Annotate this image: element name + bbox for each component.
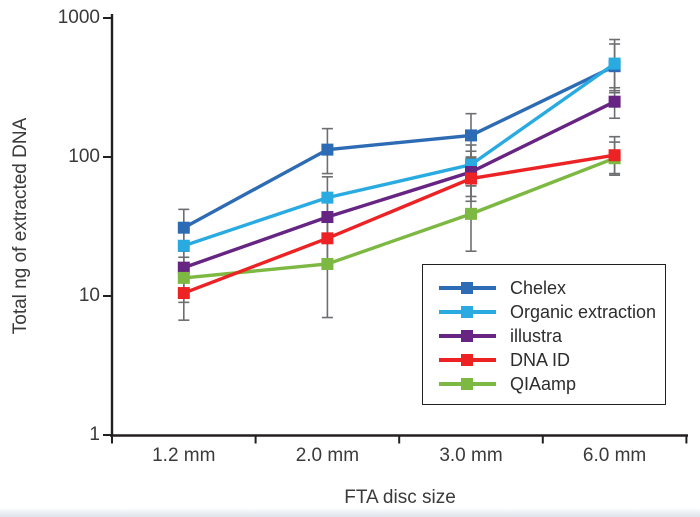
data-point-organic-extraction <box>608 57 621 70</box>
legend-label: QIAamp <box>510 373 577 394</box>
x-tick-label: 6.0 mm <box>582 445 647 466</box>
legend-swatch-icon <box>439 354 496 366</box>
data-point-chelex <box>177 221 190 234</box>
legend-item-organic-extraction: Organic extraction <box>423 300 665 324</box>
legend-label: Chelex <box>510 277 567 298</box>
series-illustra <box>177 95 621 274</box>
data-point-organic-extraction <box>321 191 334 204</box>
x-axis-title: FTA disc size <box>344 487 456 508</box>
legend-item-dna-id: DNA ID <box>423 348 665 372</box>
series-organic-extraction <box>177 57 621 252</box>
legend-swatch-icon <box>439 306 496 318</box>
legend-swatch-icon <box>439 282 496 294</box>
legend-label: Organic extraction <box>510 301 657 322</box>
x-tick-label: 1.2 mm <box>152 445 216 466</box>
series-line-qiaamp <box>183 156 616 280</box>
y-tick-label: 10 <box>78 285 100 306</box>
data-point-illustra <box>608 95 621 108</box>
data-point-chelex <box>321 143 334 156</box>
series-line-chelex <box>182 64 616 230</box>
legend-label: illustra <box>510 325 563 346</box>
data-point-qiaamp <box>465 207 477 220</box>
y-tick-label: 100 <box>68 146 100 167</box>
data-point-dna-id <box>608 149 621 162</box>
data-point-dna-id <box>465 172 477 185</box>
data-point-chelex <box>465 129 477 142</box>
series-line-dna-id <box>183 153 615 295</box>
data-point-qiaamp <box>321 257 334 270</box>
legend-item-illustra: illustra <box>423 324 665 348</box>
legend-swatch-icon <box>439 378 496 390</box>
data-point-qiaamp <box>177 271 190 284</box>
legend-box: Chelex Organic extraction illustra DNA ID QI… <box>422 264 666 405</box>
series-dna-id <box>177 149 621 300</box>
data-point-illustra <box>177 261 190 274</box>
legend-entries: Chelex Organic extraction illustra DNA ID QI… <box>423 276 665 396</box>
legend-item-qiaamp: QIAamp <box>423 372 665 396</box>
series-line-organic-extraction <box>183 62 616 248</box>
footer-strip <box>0 508 700 517</box>
series-line-illustra <box>183 100 616 270</box>
y-tick-label: 1000 <box>57 7 100 28</box>
x-tick-label: 2.0 mm <box>295 445 360 466</box>
y-tick-label: 1 <box>89 424 100 445</box>
data-point-dna-id <box>177 287 190 300</box>
x-tick-label: 3.0 mm <box>439 445 503 466</box>
data-point-illustra <box>321 211 334 224</box>
legend-item-chelex: Chelex <box>423 276 665 300</box>
data-point-dna-id <box>321 232 334 245</box>
legend-swatch-icon <box>439 330 496 342</box>
legend-label: DNA ID <box>510 349 571 370</box>
data-point-organic-extraction <box>177 239 190 252</box>
